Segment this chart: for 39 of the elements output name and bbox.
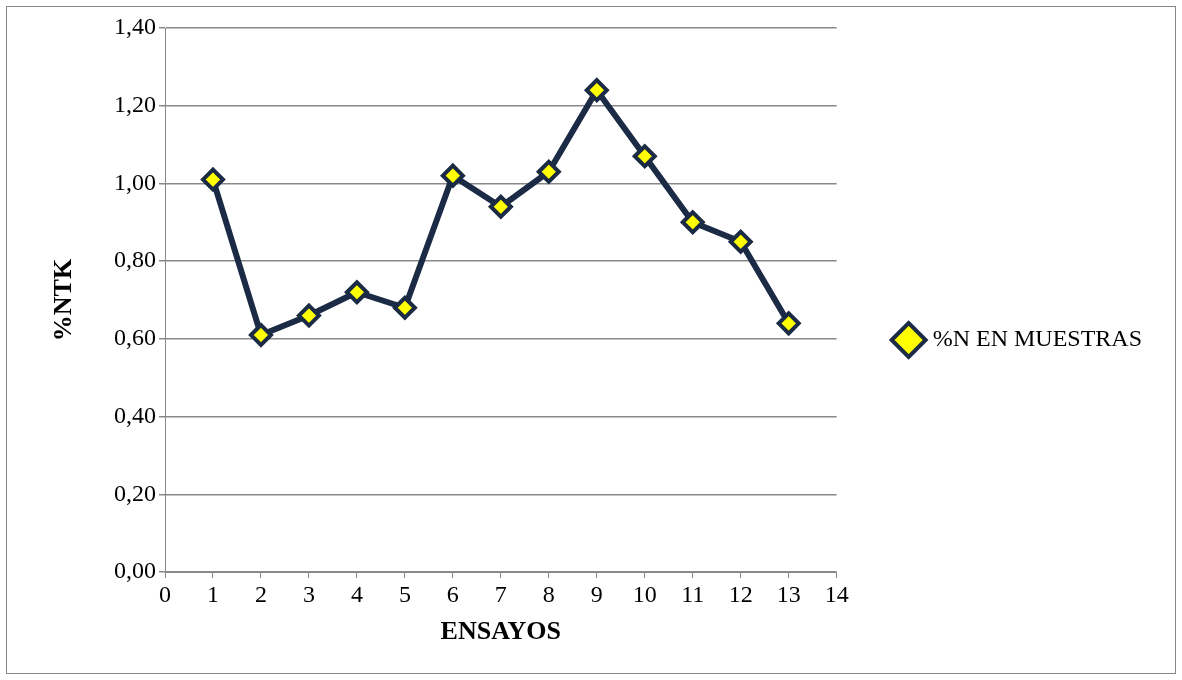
x-axis-title: ENSAYOS [440, 616, 562, 646]
point [488, 194, 513, 219]
point [296, 303, 321, 328]
x-tick-label: 7 [494, 580, 507, 607]
x-tick-label: 0 [159, 580, 171, 607]
x-tick-label: 10 [632, 580, 657, 607]
y-axis-title: %NTK [48, 258, 78, 342]
y-tick-label: 0,40 [114, 401, 156, 428]
x-tick-label: 11 [681, 580, 705, 607]
x-tick-label: 13 [776, 580, 801, 607]
y-tick-label: 0,00 [114, 557, 156, 584]
y-tick-label: 1,00 [114, 168, 156, 195]
point [632, 144, 657, 169]
x-tick-label: 9 [590, 580, 603, 607]
x-tick-label: 8 [542, 580, 555, 607]
point [680, 210, 705, 235]
y-tick-label: 1,40 [114, 13, 156, 40]
legend-label: %N EN MUESTRAS [932, 325, 1142, 352]
point [344, 280, 369, 305]
x-tick-label: 3 [302, 580, 315, 607]
point [584, 78, 609, 103]
point [248, 322, 273, 347]
x-tick-label: 6 [446, 580, 459, 607]
x-tick-label: 14 [824, 580, 849, 607]
y-tick-label: 0,20 [114, 479, 156, 506]
point [776, 311, 801, 336]
x-tick-label: 5 [398, 580, 411, 607]
x-tick-label: 12 [728, 580, 753, 607]
x-tick-label: 1 [206, 580, 219, 607]
point [392, 295, 417, 320]
x-tick-label: 4 [350, 580, 363, 607]
x-tick-label: 2 [254, 580, 267, 607]
y-tick-label: 0,60 [114, 324, 156, 351]
point [728, 229, 753, 254]
point [200, 167, 225, 192]
y-tick-label: 0,80 [114, 246, 156, 273]
y-tick-label: 1,20 [114, 91, 156, 118]
point [536, 159, 561, 184]
point [440, 163, 465, 188]
